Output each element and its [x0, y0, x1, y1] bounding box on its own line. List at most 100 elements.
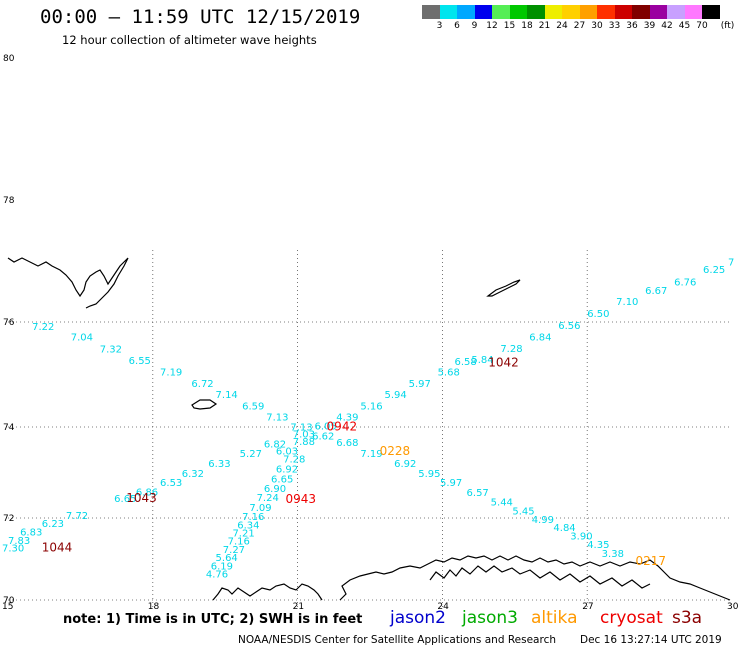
pass-time-layer: 1042 0942 0228 1043 0943 1044 0217: [42, 356, 666, 569]
norway-coast-west: [212, 583, 323, 601]
wave-height-value: 7.09: [249, 503, 271, 514]
wave-height-value: 5.16: [360, 402, 382, 413]
wave-height-value: 6.76: [674, 277, 696, 288]
wave-height-value: 7.32: [100, 344, 122, 355]
wave-height-value: 5.45: [512, 506, 534, 517]
wave-height-value: 6.62: [312, 432, 334, 443]
wave-height-value: 7.88: [293, 437, 315, 448]
color-swatch: [597, 5, 615, 19]
wave-height-value: 7.22: [32, 322, 54, 333]
latitude-label: 80: [3, 54, 15, 64]
satellite-legend-jason2: jason2: [390, 608, 446, 628]
latitude-label: 74: [3, 423, 15, 433]
wave-height-value: 6.65: [114, 494, 136, 505]
wave-height-value: 6.58: [454, 357, 476, 368]
wave-height-value: 6.50: [587, 309, 609, 320]
hopen-island: [486, 279, 521, 297]
latitude-label: 76: [3, 318, 15, 328]
color-scale-tick: 27: [573, 21, 586, 31]
color-swatch: [544, 5, 562, 19]
color-scale-tick: 33: [608, 21, 621, 31]
wave-height-value: 5.95: [418, 469, 440, 480]
wave-height-value: 6.57: [467, 488, 489, 499]
wave-height-value: 6.34: [237, 520, 259, 531]
wave-height-value: 7.21: [232, 528, 254, 539]
color-scale-tick: 70: [696, 21, 708, 31]
satellite-legend-jason3: jason3: [462, 608, 518, 628]
color-scale-tick: 15: [503, 21, 516, 31]
wave-height-value: 6.56: [558, 321, 580, 332]
color-scale-tick: 42: [661, 21, 673, 31]
color-swatch: [474, 5, 492, 19]
wave-height-value: 6.19: [211, 561, 233, 572]
wave-height-value: 6.86: [136, 487, 158, 498]
wave-height-value: 7.72: [66, 511, 88, 522]
latitude-label: 70: [3, 596, 15, 606]
wave-height-value: 6.59: [242, 402, 264, 413]
wave-height-value: 6.33: [208, 459, 230, 470]
pass-time-label: 0942: [327, 420, 358, 434]
wave-height-value: 7.16: [242, 512, 264, 523]
color-swatch: [527, 5, 545, 19]
color-scale-tick: 3: [436, 21, 443, 31]
wave-height-value: 7.10: [616, 297, 638, 308]
pass-time-label: 1043: [126, 491, 157, 505]
longitude-label: 30: [727, 602, 739, 612]
longitude-label: 18: [148, 602, 160, 612]
color-swatch: [632, 5, 650, 19]
color-scale-unit: (ft): [720, 21, 735, 31]
color-scale-tick: 18: [521, 21, 533, 31]
color-scale-tick: 21: [538, 21, 551, 31]
wave-height-value: 6.92: [276, 465, 298, 476]
wave-height-value: 6.82: [264, 439, 286, 450]
longitude-label: 21: [293, 602, 304, 612]
pass-time-label: 1042: [488, 356, 519, 370]
wave-height-value: 6.68: [336, 438, 358, 449]
color-swatch: [562, 5, 580, 19]
color-swatch: [439, 5, 457, 19]
footer-note: note: 1) Time is in UTC; 2) SWH is in fe…: [63, 612, 363, 627]
color-swatch: [579, 5, 597, 19]
wave-height-value: 7.04: [71, 332, 93, 343]
wave-height-value: 5.68: [438, 368, 460, 379]
bear-island: [191, 399, 218, 410]
coastline: [7, 257, 731, 601]
wave-height-value: 7: [728, 257, 734, 268]
wave-height-value: 7.19: [360, 449, 382, 460]
color-swatch: [649, 5, 667, 19]
credit-text: NOAA/NESDIS Center for Satellite Applica…: [238, 634, 556, 646]
wave-height-value: 6.92: [394, 459, 416, 470]
pass-time-label: 0943: [286, 492, 317, 506]
wave-height-value: 5.97: [409, 379, 431, 390]
color-scale-tick: 39: [643, 21, 656, 31]
wave-height-value: 7.30: [2, 544, 24, 555]
wave-height-layer: 76.256.766.677.106.506.566.847.285.846.5…: [2, 257, 734, 580]
color-swatch: [667, 5, 685, 19]
wave-height-value: 7.13: [266, 413, 288, 424]
credit-timestamp: Dec 16 13:27:14 UTC 2019: [580, 634, 722, 646]
color-scale-tick: 6: [454, 21, 460, 31]
wave-height-value: 6.05: [314, 421, 336, 432]
wave-height-value: 4.39: [336, 413, 358, 424]
wave-height-value: 4.99: [532, 515, 554, 526]
color-scale-tick: 12: [486, 21, 498, 31]
color-swatch: [492, 5, 510, 19]
wave-height-value: 4.35: [587, 540, 609, 551]
satellite-legend-s3a: s3a: [672, 608, 703, 628]
wave-height-value: 6.23: [42, 519, 64, 530]
wave-height-value: 6.65: [271, 475, 293, 486]
wave-height-value: 4.76: [206, 569, 228, 580]
norway-coast-east: [339, 555, 731, 601]
wave-height-value: 6.90: [264, 484, 286, 495]
wave-height-value: 7.03: [293, 429, 315, 440]
pass-time-label: 1044: [42, 541, 73, 555]
color-swatch: [457, 5, 475, 19]
color-scale-bar: [422, 5, 720, 19]
pass-time-label: 0217: [635, 554, 666, 568]
svalbard-coast: [7, 257, 129, 309]
longitude-label: 15: [2, 602, 13, 612]
longitude-label: 27: [582, 602, 593, 612]
wave-height-value: 5.27: [240, 449, 262, 460]
wave-height-value: 6.84: [529, 332, 551, 343]
